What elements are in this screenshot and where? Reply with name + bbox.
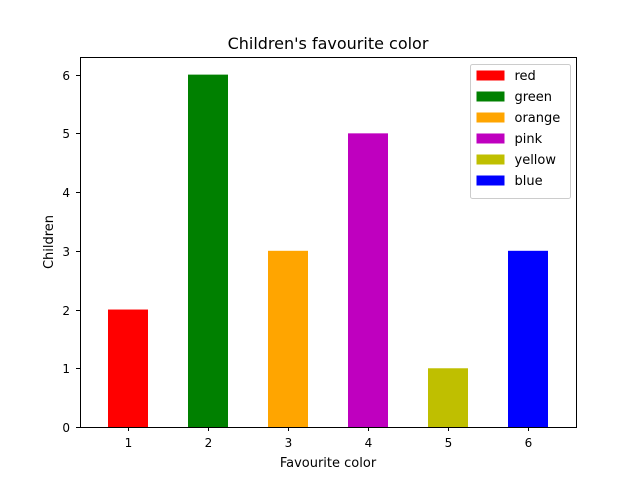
- legend-label-green: green: [515, 90, 553, 105]
- legend-swatch-yellow: [476, 154, 505, 165]
- bar-green: [188, 74, 228, 427]
- legend-label-orange: orange: [515, 111, 561, 126]
- x-tick-label: 4: [365, 436, 373, 450]
- bar-red: [108, 309, 148, 427]
- legend-label-pink: pink: [515, 132, 543, 147]
- y-tick-label: 4: [62, 186, 70, 200]
- y-tick-label: 2: [62, 304, 70, 318]
- y-axis-ticks: 0 1 2 3 4 5 6: [62, 69, 80, 435]
- x-axis-ticks: 1 2 3 4 5 6: [125, 427, 533, 450]
- legend-label-yellow: yellow: [515, 153, 557, 168]
- x-tick-label: 1: [125, 436, 133, 450]
- legend: red green orange pink yellow blue: [470, 64, 571, 199]
- bar-pink: [348, 133, 388, 427]
- bar-blue: [508, 250, 548, 427]
- y-tick-label: 6: [62, 69, 70, 83]
- legend-swatch-blue: [476, 175, 505, 186]
- bars-group: [108, 74, 548, 427]
- y-tick-label: 3: [62, 245, 70, 259]
- y-tick-label: 0: [62, 421, 70, 435]
- legend-label-red: red: [515, 69, 536, 84]
- bar-orange: [268, 250, 308, 427]
- chart-title: Children's favourite color: [228, 34, 429, 53]
- x-tick-label: 3: [285, 436, 293, 450]
- x-axis-label: Favourite color: [280, 456, 377, 471]
- x-tick-label: 6: [525, 436, 533, 450]
- legend-swatch-orange: [476, 112, 505, 123]
- bar-yellow: [428, 368, 468, 427]
- x-tick-label: 5: [445, 436, 453, 450]
- legend-swatch-pink: [476, 133, 505, 144]
- y-axis-label: Children: [42, 215, 57, 269]
- y-tick-label: 1: [62, 362, 70, 376]
- plot-frame: [80, 57, 577, 428]
- y-tick-label: 5: [62, 127, 70, 141]
- legend-swatch-red: [476, 70, 505, 81]
- x-tick-label: 2: [205, 436, 213, 450]
- legend-swatch-green: [476, 91, 505, 102]
- legend-label-blue: blue: [515, 174, 543, 189]
